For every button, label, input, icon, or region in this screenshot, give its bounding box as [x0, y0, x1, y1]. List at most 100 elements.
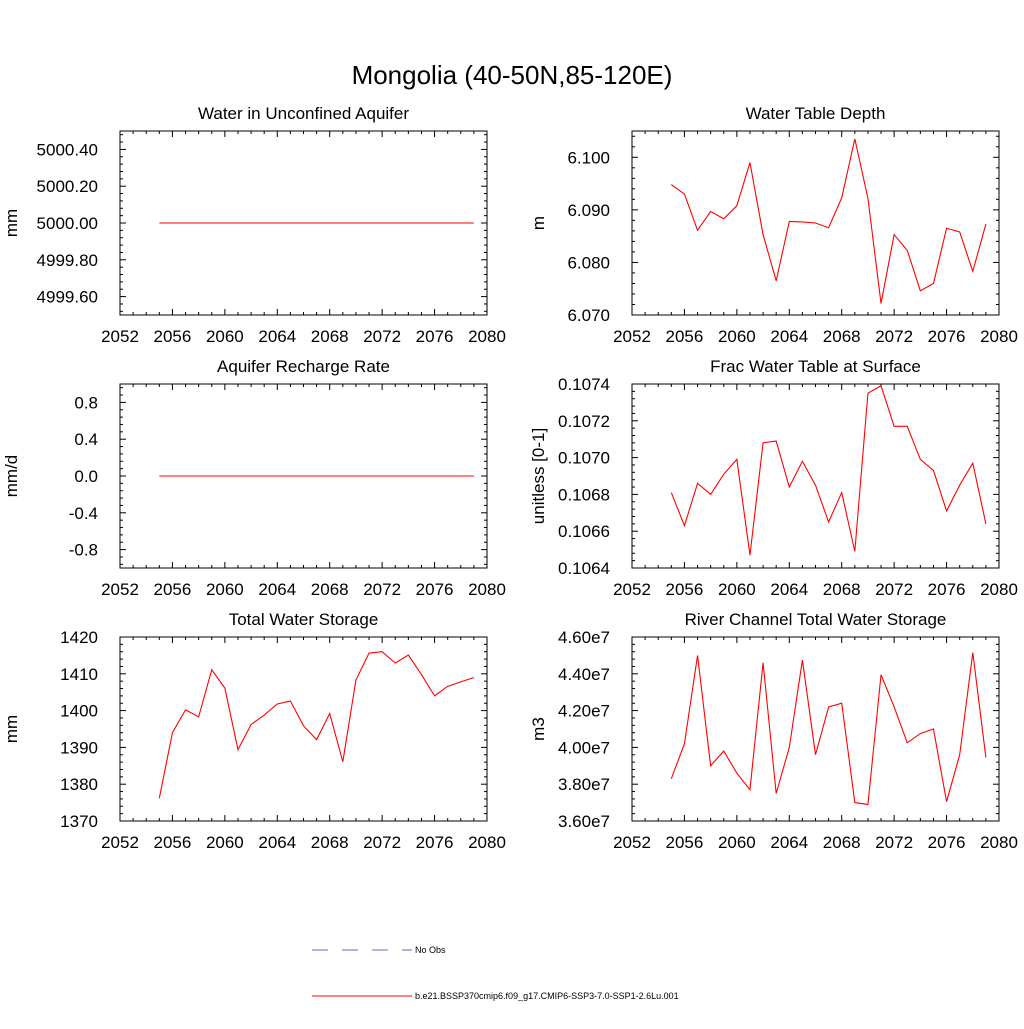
x-tick-label: 2068 [823, 327, 861, 346]
x-tick-label: 2080 [980, 833, 1018, 852]
panel-title: River Channel Total Water Storage [685, 610, 947, 629]
x-tick-label: 2060 [718, 580, 756, 599]
plot-frame [631, 383, 1000, 569]
x-tick-label: 2064 [770, 327, 808, 346]
y-tick-label: -0.4 [69, 504, 98, 523]
series-line [670, 138, 987, 304]
x-tick-label: 2080 [468, 580, 506, 599]
y-axis-label: m [529, 216, 548, 230]
x-tick-label: 2068 [311, 327, 349, 346]
y-axis-label: mm/d [2, 455, 21, 498]
y-axis-label: m3 [529, 717, 548, 741]
panel-title: Aquifer Recharge Rate [217, 357, 390, 376]
panels: Water in Unconfined Aquifer mm 2052 2056 206… [2, 104, 1018, 852]
y-tick-label: 0.1074 [558, 375, 610, 394]
x-tick-label: 2072 [875, 327, 913, 346]
x-tick-label: 2072 [363, 327, 401, 346]
y-tick-label: 0.4 [74, 430, 98, 449]
panel-2: Water Table Depth m 2052 2056 2060 2064 2068 20… [529, 104, 1018, 346]
x-tick-label: 2056 [154, 580, 192, 599]
y-tick-label: 5000.20 [37, 177, 98, 196]
y-tick-label: 0.1064 [558, 559, 610, 578]
x-tick-label: 2052 [613, 327, 651, 346]
x-tick-label: 2064 [770, 833, 808, 852]
x-tick-label: 2060 [206, 327, 244, 346]
y-tick-label: 6.090 [567, 201, 610, 220]
x-tick-label: 2068 [311, 833, 349, 852]
y-tick-label: 5000.40 [37, 140, 98, 159]
y-tick-label: 5000.00 [37, 214, 98, 233]
x-tick-label: 2060 [718, 327, 756, 346]
x-tick-label: 2052 [613, 580, 651, 599]
y-tick-label: 4.00e7 [558, 738, 610, 757]
x-tick-label: 2080 [980, 580, 1018, 599]
x-tick-label: 2052 [613, 833, 651, 852]
y-tick-label: 1400 [60, 702, 98, 721]
x-tick-label: 2068 [823, 580, 861, 599]
panel-title: Total Water Storage [229, 610, 379, 629]
y-tick-label: 1380 [60, 775, 98, 794]
panel-title: Frac Water Table at Surface [710, 357, 921, 376]
panel-title: Water Table Depth [746, 104, 886, 123]
y-tick-label: 0.1070 [558, 449, 610, 468]
x-tick-label: 2064 [258, 833, 296, 852]
y-tick-label: 4999.60 [37, 288, 98, 307]
y-tick-label: 3.80e7 [558, 775, 610, 794]
y-tick-label: 4.60e7 [558, 628, 610, 647]
x-tick-label: 2056 [666, 580, 704, 599]
x-tick-label: 2052 [101, 580, 139, 599]
x-tick-label: 2072 [875, 833, 913, 852]
x-tick-label: 2056 [154, 833, 192, 852]
series-line [670, 385, 987, 556]
x-tick-label: 2076 [928, 580, 966, 599]
x-tick-label: 2076 [928, 327, 966, 346]
legend-model-label: b.e21.BSSP370cmip6.f09_g17.CMIP6-SSP3-7.… [415, 991, 679, 1001]
x-tick-label: 2056 [154, 327, 192, 346]
x-tick-label: 2064 [770, 580, 808, 599]
y-tick-label: 0.1072 [558, 412, 610, 431]
x-tick-label: 2060 [206, 833, 244, 852]
x-tick-label: 2080 [468, 833, 506, 852]
x-tick-label: 2072 [363, 833, 401, 852]
y-tick-label: 1420 [60, 628, 98, 647]
x-tick-label: 2076 [928, 833, 966, 852]
x-tick-label: 2052 [101, 833, 139, 852]
x-tick-label: 2080 [980, 327, 1018, 346]
y-tick-label: 1390 [60, 738, 98, 757]
x-tick-label: 2080 [468, 327, 506, 346]
x-tick-label: 2076 [416, 580, 454, 599]
x-tick-label: 2056 [666, 833, 704, 852]
y-tick-label: 4999.80 [37, 251, 98, 270]
y-tick-label: 0.8 [74, 393, 98, 412]
y-tick-label: 1410 [60, 665, 98, 684]
y-tick-label: 0.0 [74, 467, 98, 486]
panel-1: Water in Unconfined Aquifer mm 2052 2056 206… [2, 104, 506, 346]
x-tick-label: 2076 [416, 327, 454, 346]
panel-6: River Channel Total Water Storage m3 2052 2… [529, 610, 1018, 852]
y-tick-label: 6.080 [567, 253, 610, 272]
x-tick-label: 2064 [258, 327, 296, 346]
x-tick-label: 2072 [363, 580, 401, 599]
y-tick-label: 0.1068 [558, 485, 610, 504]
series-line [670, 652, 987, 806]
x-tick-label: 2060 [718, 833, 756, 852]
legend-obs-label: No Obs [415, 945, 446, 955]
x-tick-label: 2072 [875, 580, 913, 599]
x-tick-label: 2056 [666, 327, 704, 346]
y-axis-label: mm [2, 209, 21, 237]
legend: No Obs b.e21.BSSP370cmip6.f09_g17.CMIP6-… [312, 945, 679, 1001]
x-tick-label: 2060 [206, 580, 244, 599]
panel-title: Water in Unconfined Aquifer [198, 104, 409, 123]
x-tick-label: 2052 [101, 327, 139, 346]
y-tick-label: 4.40e7 [558, 665, 610, 684]
y-axis-label: unitless [0-1] [529, 428, 548, 524]
panel-5: Total Water Storage mm 2052 2056 2060 2064 206… [2, 610, 506, 852]
y-tick-label: 1370 [60, 812, 98, 831]
x-tick-label: 2064 [258, 580, 296, 599]
y-tick-label: 6.100 [567, 148, 610, 167]
x-tick-label: 2068 [311, 580, 349, 599]
y-tick-label: 6.070 [567, 306, 610, 325]
figure-title: Mongolia (40-50N,85-120E) [352, 60, 673, 90]
